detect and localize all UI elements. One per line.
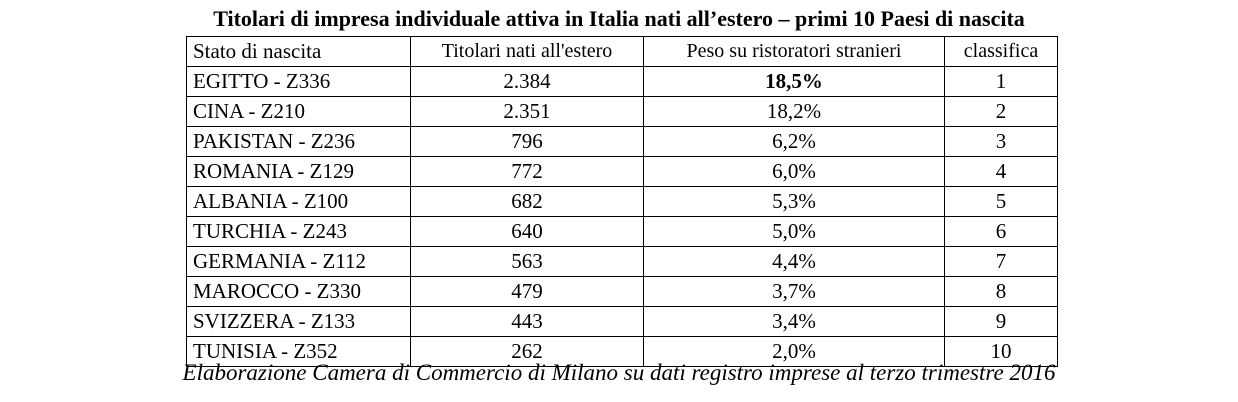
table-row: ROMANIA - Z129 772 6,0% 4 xyxy=(186,156,1058,187)
source-note: Elaborazione Camera di Commercio di Mila… xyxy=(182,360,1056,385)
header-classifica: classifica xyxy=(944,36,1058,67)
cell-peso: 5,0% xyxy=(643,216,945,247)
cell-classifica: 4 xyxy=(944,156,1058,187)
cell-titolari: 772 xyxy=(410,156,644,187)
cell-peso: 6,2% xyxy=(643,126,945,157)
cell-titolari: 682 xyxy=(410,186,644,217)
cell-peso: 2,0% xyxy=(643,336,945,367)
cell-classifica: 6 xyxy=(944,216,1058,247)
cell-classifica: 3 xyxy=(944,126,1058,157)
cell-titolari: 2.351 xyxy=(410,96,644,127)
cell-peso: 4,4% xyxy=(643,246,945,277)
header-titolari: Titolari nati all'estero xyxy=(410,36,644,67)
cell-titolari: 563 xyxy=(410,246,644,277)
cell-titolari: 640 xyxy=(410,216,644,247)
header-row: Stato di nascita Titolari nati all'ester… xyxy=(186,36,1058,67)
table-row: TUNISIA - Z352 262 2,0% 10 xyxy=(186,336,1058,367)
cell-stato: GERMANIA - Z112 xyxy=(186,246,411,277)
cell-stato: ALBANIA - Z100 xyxy=(186,186,411,217)
table-row: PAKISTAN - Z236 796 6,2% 3 xyxy=(186,126,1058,157)
cell-classifica: 5 xyxy=(944,186,1058,217)
cell-stato: TUNISIA - Z352 xyxy=(186,336,411,367)
cell-peso: 3,7% xyxy=(643,276,945,307)
cell-stato: PAKISTAN - Z236 xyxy=(186,126,411,157)
cell-titolari: 2.384 xyxy=(410,66,644,97)
cell-peso: 3,4% xyxy=(643,306,945,337)
table-row: CINA - Z210 2.351 18,2% 2 xyxy=(186,96,1058,127)
table-row: ALBANIA - Z100 682 5,3% 5 xyxy=(186,186,1058,217)
cell-classifica: 1 xyxy=(944,66,1058,97)
cell-peso: 5,3% xyxy=(643,186,945,217)
cell-classifica: 9 xyxy=(944,306,1058,337)
cell-stato: CINA - Z210 xyxy=(186,96,411,127)
table-row: MAROCCO - Z330 479 3,7% 8 xyxy=(186,276,1058,307)
cell-stato: ROMANIA - Z129 xyxy=(186,156,411,187)
cell-classifica: 2 xyxy=(944,96,1058,127)
table-row: SVIZZERA - Z133 443 3,4% 9 xyxy=(186,306,1058,337)
cell-titolari: 443 xyxy=(410,306,644,337)
countries-table: Stato di nascita Titolari nati all'ester… xyxy=(186,36,1058,367)
table-row: GERMANIA - Z112 563 4,4% 7 xyxy=(186,246,1058,277)
cell-stato: SVIZZERA - Z133 xyxy=(186,306,411,337)
cell-stato: TURCHIA - Z243 xyxy=(186,216,411,247)
cell-titolari: 796 xyxy=(410,126,644,157)
table-title: Titolari di impresa individuale attiva i… xyxy=(213,6,1025,31)
cell-peso: 18,2% xyxy=(643,96,945,127)
table-row: EGITTO - Z336 2.384 18,5% 1 xyxy=(186,66,1058,97)
header-peso: Peso su ristoratori stranieri xyxy=(643,36,945,67)
cell-peso: 18,5% xyxy=(643,66,945,97)
cell-classifica: 8 xyxy=(944,276,1058,307)
cell-classifica: 10 xyxy=(944,336,1058,367)
cell-peso: 6,0% xyxy=(643,156,945,187)
cell-stato: EGITTO - Z336 xyxy=(186,66,411,97)
cell-titolari: 479 xyxy=(410,276,644,307)
header-stato: Stato di nascita xyxy=(186,36,411,67)
cell-classifica: 7 xyxy=(944,246,1058,277)
table-row: TURCHIA - Z243 640 5,0% 6 xyxy=(186,216,1058,247)
cell-stato: MAROCCO - Z330 xyxy=(186,276,411,307)
cell-titolari: 262 xyxy=(410,336,644,367)
